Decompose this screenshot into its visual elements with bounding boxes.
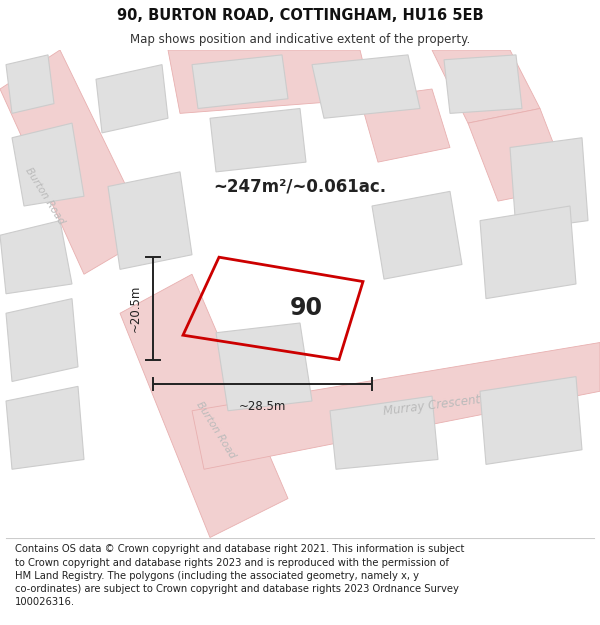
Polygon shape <box>480 377 582 464</box>
Text: ~20.5m: ~20.5m <box>129 285 142 332</box>
Polygon shape <box>330 396 438 469</box>
Text: Burton Road: Burton Road <box>23 166 67 226</box>
Polygon shape <box>120 274 288 538</box>
Polygon shape <box>480 206 576 299</box>
Polygon shape <box>192 342 600 469</box>
Polygon shape <box>192 55 288 109</box>
Polygon shape <box>0 221 72 294</box>
Text: ~28.5m: ~28.5m <box>239 399 286 412</box>
Polygon shape <box>6 386 84 469</box>
Text: ~247m²/~0.061ac.: ~247m²/~0.061ac. <box>214 177 386 196</box>
Polygon shape <box>372 191 462 279</box>
Polygon shape <box>468 109 570 201</box>
Text: Contains OS data © Crown copyright and database right 2021. This information is : Contains OS data © Crown copyright and d… <box>15 544 464 608</box>
Polygon shape <box>12 123 84 206</box>
Polygon shape <box>168 50 372 113</box>
Polygon shape <box>510 138 588 231</box>
Polygon shape <box>444 55 522 113</box>
Text: 90: 90 <box>290 296 323 321</box>
Polygon shape <box>312 55 420 118</box>
Text: Murray Crescent: Murray Crescent <box>383 394 481 418</box>
Polygon shape <box>108 172 192 269</box>
Text: Map shows position and indicative extent of the property.: Map shows position and indicative extent… <box>130 32 470 46</box>
Polygon shape <box>6 299 78 381</box>
Polygon shape <box>216 323 312 411</box>
Polygon shape <box>360 89 450 162</box>
Polygon shape <box>96 64 168 133</box>
Polygon shape <box>0 50 150 274</box>
Text: 90, BURTON ROAD, COTTINGHAM, HU16 5EB: 90, BURTON ROAD, COTTINGHAM, HU16 5EB <box>116 8 484 22</box>
Text: Burton Road: Burton Road <box>194 400 238 461</box>
Polygon shape <box>6 55 54 113</box>
Polygon shape <box>432 50 540 123</box>
Polygon shape <box>210 109 306 172</box>
